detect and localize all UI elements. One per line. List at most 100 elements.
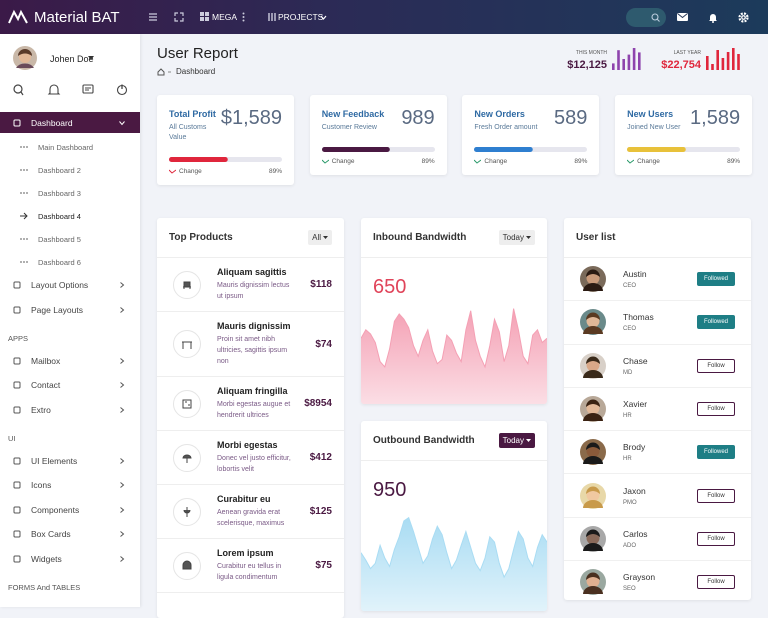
more-icon[interactable] [242,12,245,22]
menu-icon[interactable] [148,12,158,22]
product-name: Mauris dignissim [217,321,291,331]
breadcrumb[interactable]: Dashboard [176,67,216,76]
bell-icon[interactable] [708,12,718,23]
user-name: Xavier [623,399,648,410]
filter-button[interactable]: Today [498,433,535,448]
glyph [13,281,21,289]
nav-item[interactable]: Page Layouts [0,300,140,320]
follow-button[interactable]: Followed [697,445,735,460]
follow-button[interactable]: Follow [697,488,735,503]
product-description: Proin sit amet nibh ultricies, sagittis … [217,336,288,365]
product-glyph [182,399,192,408]
nav-item: UI [0,429,140,449]
filter-button[interactable]: All [308,230,332,245]
trend-icon [474,159,482,164]
product-row[interactable]: Aliquam sagittis Mauris dignissim lectus … [157,258,344,312]
chevron-path [119,120,125,125]
avatar-hair [586,269,600,278]
nav-item[interactable]: Contact [0,375,140,395]
card-title: New Feedback [321,109,385,119]
change-value: 89% [268,168,282,175]
glyph [13,457,21,464]
nav-item[interactable]: Widgets [0,549,140,569]
stat-card: New Feedback Customer Review 989 Change 89% [309,95,447,175]
product-row[interactable]: Aliquam fringilla Morbi egestas augue et … [157,377,344,431]
sidebar: Johen Doe Dashboard Main Dashboard Dashboa… [0,34,140,607]
nav-label: Dashboard 6 [38,257,81,267]
nav-item[interactable]: Dashboard [0,112,140,133]
change-label: Change [179,168,202,175]
user-row: Xavier HR Follow [564,388,751,432]
nav-item[interactable]: Dashboard 3 [0,183,140,203]
follow-button[interactable]: Followed [697,315,735,330]
nav-label: Box Cards [31,529,71,539]
bandwidth-value: 950 [373,479,407,501]
product-row[interactable]: Lorem ipsum Curabitur eu tellus in ligula… [157,539,344,593]
user-name: Austin [623,269,647,280]
projects-menu[interactable]: PROJECTS [278,12,324,22]
chevron [120,282,125,288]
user-text: Jaxon PMO [623,486,646,506]
chevron-path [120,282,125,288]
nav-item[interactable]: Mailbox [0,351,140,371]
avatar-hair [586,356,600,364]
settings-icon[interactable] [738,12,749,23]
glyph [13,357,21,364]
nav-item[interactable]: Extro [0,400,140,420]
card-subtitle: Joined New User [627,124,681,131]
nav-icon [13,506,21,513]
card-title: Total Profit [169,109,216,119]
glyph [13,555,21,562]
nav-item[interactable]: Components [0,500,140,520]
fullscreen-icon[interactable] [174,12,184,22]
follow-button[interactable]: Follow [697,531,735,546]
card-top: New Feedback Customer Review 989 [322,107,435,133]
mail-icon[interactable] [677,13,688,21]
brand[interactable]: Material BAT [34,9,120,26]
filter-button[interactable]: Today [498,230,535,245]
user-row: Carlos ADO Follow [564,518,751,562]
nav-item[interactable]: Dashboard 6 [0,252,140,272]
nav-icon [20,212,28,220]
change-label: Change [331,158,355,165]
product-name: Morbi egestas [217,440,278,450]
nav-item[interactable]: Layout Options [0,275,140,295]
follow-button[interactable]: Followed [697,272,735,287]
nav-item[interactable]: Dashboard 2 [0,160,140,180]
nav-item[interactable]: UI Elements [0,451,140,471]
nav-label: Dashboard 2 [38,165,81,175]
nav-item[interactable]: Dashboard 5 [0,229,140,249]
product-text: Morbi egestas Donec vel justo efficitur, … [217,440,293,475]
avatar-body [583,369,603,378]
user-role: CEO [623,326,637,333]
profile-actions[interactable] [12,84,132,96]
nav-item[interactable]: Box Cards [0,524,140,544]
nav-item[interactable]: Main Dashboard [0,137,140,157]
follow-button[interactable]: Follow [697,402,735,417]
product-row[interactable]: Morbi egestas Donec vel justo efficitur, … [157,431,344,485]
follow-button[interactable]: Follow [697,358,735,373]
dot [26,192,28,194]
chevron-path [120,531,125,537]
product-row[interactable]: Mauris dignissim Proin sit amet nibh ultr… [157,312,344,377]
avatar-body [583,326,603,335]
mega-menu[interactable]: MEGA [212,12,238,22]
nav-item[interactable]: Icons [0,475,140,495]
stat-value: $12,125 [567,59,607,71]
caret [323,236,328,239]
nav-item[interactable]: Dashboard 4 [0,206,140,226]
product-row[interactable]: Curabitur eu Aenean gravida erat sceleris… [157,485,344,539]
profile-avatar[interactable] [13,46,37,70]
search-box[interactable] [626,8,666,27]
header-stat: LAST YEAR $22,754 [656,50,701,71]
product-text: Curabitur eu Aenean gravida erat sceleris… [217,494,293,529]
profile-name[interactable]: Johen Doe [50,54,94,64]
nav-label: Components [31,504,80,515]
area-chart [361,308,547,404]
mini-bar-chart [612,48,641,70]
image-frame [173,389,201,418]
follow-button[interactable]: Follow [697,575,735,590]
mini-bar [732,48,735,70]
product-description: Aenean gravida erat scelerisque, maximus [217,509,285,527]
user-avatar [580,439,606,466]
